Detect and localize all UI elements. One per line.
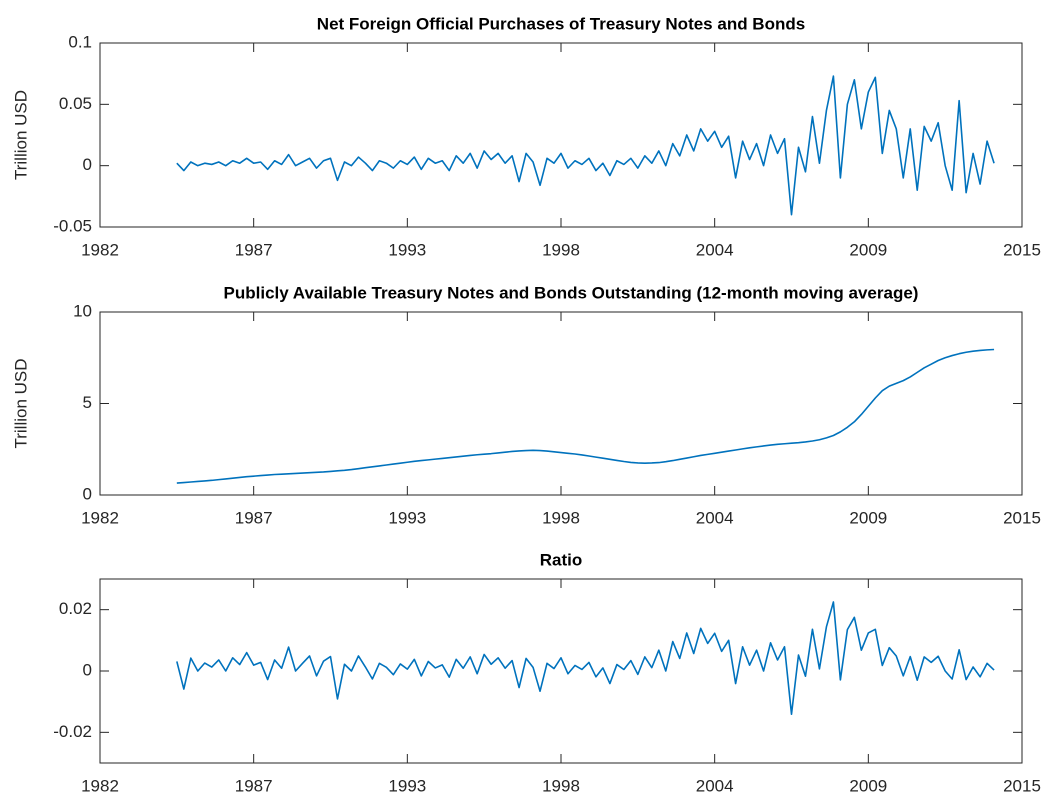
x-tick-label: 2009 <box>849 776 887 795</box>
axes-background <box>100 579 1022 763</box>
data-line <box>176 601 995 716</box>
axes-frame <box>99 578 1023 764</box>
data-line <box>176 348 995 484</box>
y-tick-label: 0 <box>83 660 92 679</box>
x-tick-label: 2009 <box>849 508 887 527</box>
y-axis-label: Trillion USD <box>11 358 30 448</box>
y-axis-label: Trillion USD <box>11 90 30 180</box>
y-tick-label: 0.05 <box>59 94 92 113</box>
x-tick-label: 2015 <box>1003 508 1041 527</box>
x-tick-label: 1998 <box>542 508 580 527</box>
x-tick-label: 2015 <box>1003 776 1041 795</box>
y-tick-label: 0 <box>83 484 92 503</box>
y-tick-label: 0.02 <box>59 599 92 618</box>
x-tick-label: 1982 <box>81 776 119 795</box>
y-tick-label: -0.02 <box>53 722 92 741</box>
x-tick-label: 2004 <box>696 240 734 259</box>
y-tick-label: 0.1 <box>68 32 92 51</box>
axes-frame <box>99 311 1023 496</box>
x-tick-label: 1998 <box>542 776 580 795</box>
y-tick-label: -0.05 <box>53 216 92 235</box>
x-tick-label: 1998 <box>542 240 580 259</box>
axes-background <box>100 43 1022 227</box>
axes-frame <box>99 42 1023 228</box>
y-tick-label: 10 <box>73 301 92 320</box>
data-line <box>176 75 995 216</box>
x-tick-label: 1987 <box>235 776 273 795</box>
x-tick-label: 1982 <box>81 240 119 259</box>
x-tick-label: 2015 <box>1003 240 1041 259</box>
x-tick-label: 1993 <box>388 508 426 527</box>
x-tick-label: 2004 <box>696 508 734 527</box>
x-tick-label: 1993 <box>388 240 426 259</box>
x-tick-label: 1993 <box>388 776 426 795</box>
x-tick-label: 1987 <box>235 240 273 259</box>
x-tick-label: 2009 <box>849 240 887 259</box>
x-tick-label: 1987 <box>235 508 273 527</box>
x-tick-label: 2004 <box>696 776 734 795</box>
chart-title: Ratio <box>540 550 583 569</box>
chart-title: Publicly Available Treasury Notes and Bo… <box>224 283 919 302</box>
chart-title: Net Foreign Official Purchases of Treasu… <box>317 14 805 33</box>
y-tick-label: 5 <box>83 393 92 412</box>
axes-background <box>100 312 1022 495</box>
x-tick-label: 1982 <box>81 508 119 527</box>
y-tick-label: 0 <box>83 155 92 174</box>
